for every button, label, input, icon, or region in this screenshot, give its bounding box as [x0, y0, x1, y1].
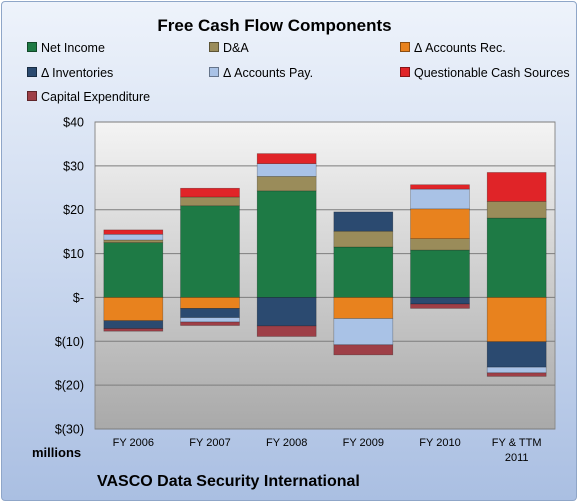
chart-title: Free Cash Flow Components [157, 16, 392, 35]
bar-segment-accounts-rec [486, 297, 547, 343]
legend-swatch [27, 42, 37, 52]
legend-swatch [209, 67, 219, 77]
bar-segment-accounts-pay [333, 318, 394, 346]
bar-segment-net-income [410, 249, 470, 298]
bar-segment-capital-expenditure [103, 328, 164, 332]
bar-segment-inventories [410, 297, 470, 305]
bar-segment-accounts-rec [333, 297, 394, 319]
x-tick-label: FY 2009 [343, 437, 384, 449]
legend-swatch [27, 67, 37, 77]
bar-segment-inventories [486, 341, 547, 368]
legend-item: Questionable Cash Sources [400, 66, 570, 80]
legend-label: Questionable Cash Sources [414, 66, 570, 80]
bar-segment-accounts-rec [410, 208, 470, 239]
bar-segment-questionable-cash-sources [103, 229, 164, 235]
y-tick-label: $(30) [55, 423, 84, 437]
bar-segment-accounts-pay [486, 366, 547, 374]
bar-segment-inventories [333, 211, 394, 232]
bar-segment-accounts-pay [180, 317, 240, 323]
legend-swatch [27, 91, 37, 101]
legend-item: Δ Inventories [27, 66, 113, 80]
company-name: VASCO Data Security International [97, 473, 360, 490]
bar-segment-questionable-cash-sources [410, 184, 470, 190]
bar-segment-d-a [410, 238, 470, 251]
y-tick-label: $40 [63, 116, 84, 130]
bar-segment-net-income [180, 205, 240, 298]
legend-label: Δ Accounts Pay. [223, 66, 314, 80]
bar-segment-capital-expenditure [333, 344, 394, 356]
y-tick-label: $10 [63, 247, 84, 261]
bar-segment-questionable-cash-sources [180, 187, 240, 198]
y-tick-label: $(20) [55, 379, 84, 393]
bar-segment-accounts-rec [180, 297, 240, 309]
bar-segment-accounts-pay [410, 188, 470, 210]
bar-segment-net-income [256, 190, 317, 298]
x-tick-label: FY 2006 [113, 437, 154, 449]
bar-segment-d-a [180, 196, 240, 207]
legend-item: D&A [209, 41, 249, 55]
legend-item: Capital Expenditure [27, 90, 150, 104]
bar-segment-net-income [333, 246, 394, 298]
x-tick-label: FY 2007 [189, 437, 230, 449]
legend-label: Δ Inventories [41, 66, 114, 80]
bar-segment-questionable-cash-sources [256, 153, 317, 164]
bar-segment-inventories [103, 320, 164, 329]
legend-label: Δ Accounts Rec. [414, 41, 506, 55]
x-tick-label: FY 2010 [419, 437, 460, 449]
bar-segment-capital-expenditure [256, 325, 317, 337]
legend-item: Δ Accounts Rec. [400, 41, 506, 55]
legend-label: Capital Expenditure [41, 90, 151, 104]
bar-segment-accounts-rec [103, 297, 164, 321]
bar-segment-net-income [486, 217, 547, 298]
bar-segment-accounts-pay [256, 163, 317, 177]
bar-segment-capital-expenditure [410, 303, 470, 309]
x-tick-label: FY 2008 [266, 437, 307, 449]
bar-segment-d-a [333, 230, 394, 248]
bar-segment-questionable-cash-sources [486, 172, 547, 202]
legend-swatch [400, 42, 410, 52]
x-tick-label: FY & TTM 2011 [492, 437, 542, 464]
bar-segment-inventories [180, 308, 240, 318]
bar-segment-capital-expenditure [180, 321, 240, 326]
legend-item: Net Income [27, 41, 105, 55]
bar-segment-d-a [256, 176, 317, 192]
legend-label: D&A [223, 41, 249, 55]
units-label: millions [32, 445, 82, 460]
plot-background [94, 121, 556, 430]
y-tick-label: $- [73, 291, 84, 305]
bar-segment-d-a [486, 201, 547, 219]
legend-label: Net Income [41, 41, 105, 55]
bar-segment-inventories [256, 297, 317, 327]
bar-segment-accounts-pay [103, 233, 164, 241]
legend-swatch [209, 42, 219, 52]
legend-item: Δ Accounts Pay. [209, 66, 313, 80]
bar-segment-capital-expenditure [486, 372, 547, 377]
bar-segment-net-income [103, 242, 164, 298]
y-tick-label: $(10) [55, 335, 84, 349]
y-tick-label: $20 [63, 203, 84, 217]
bar-segment-d-a [103, 239, 164, 243]
y-tick-label: $30 [63, 159, 84, 173]
legend-swatch [400, 67, 410, 77]
